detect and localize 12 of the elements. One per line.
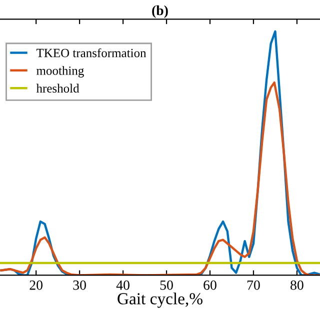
x-axis-title: Gait cycle,% (118, 292, 202, 308)
x-tick-label: 40 (116, 280, 130, 290)
x-tick-label: 30 (73, 280, 86, 290)
x-tick-label: 70 (247, 280, 260, 290)
chart-title: (b) (152, 5, 168, 18)
x-tick-label: 80 (290, 280, 304, 290)
x-tick-label: 60 (204, 280, 216, 290)
legend-label: TKEO transformation (36, 48, 146, 58)
legend-label: hreshold (36, 84, 80, 93)
legend-label: moothing (36, 66, 84, 78)
x-tick-label: 20 (30, 280, 42, 290)
x-tick-label: 50 (160, 280, 173, 290)
